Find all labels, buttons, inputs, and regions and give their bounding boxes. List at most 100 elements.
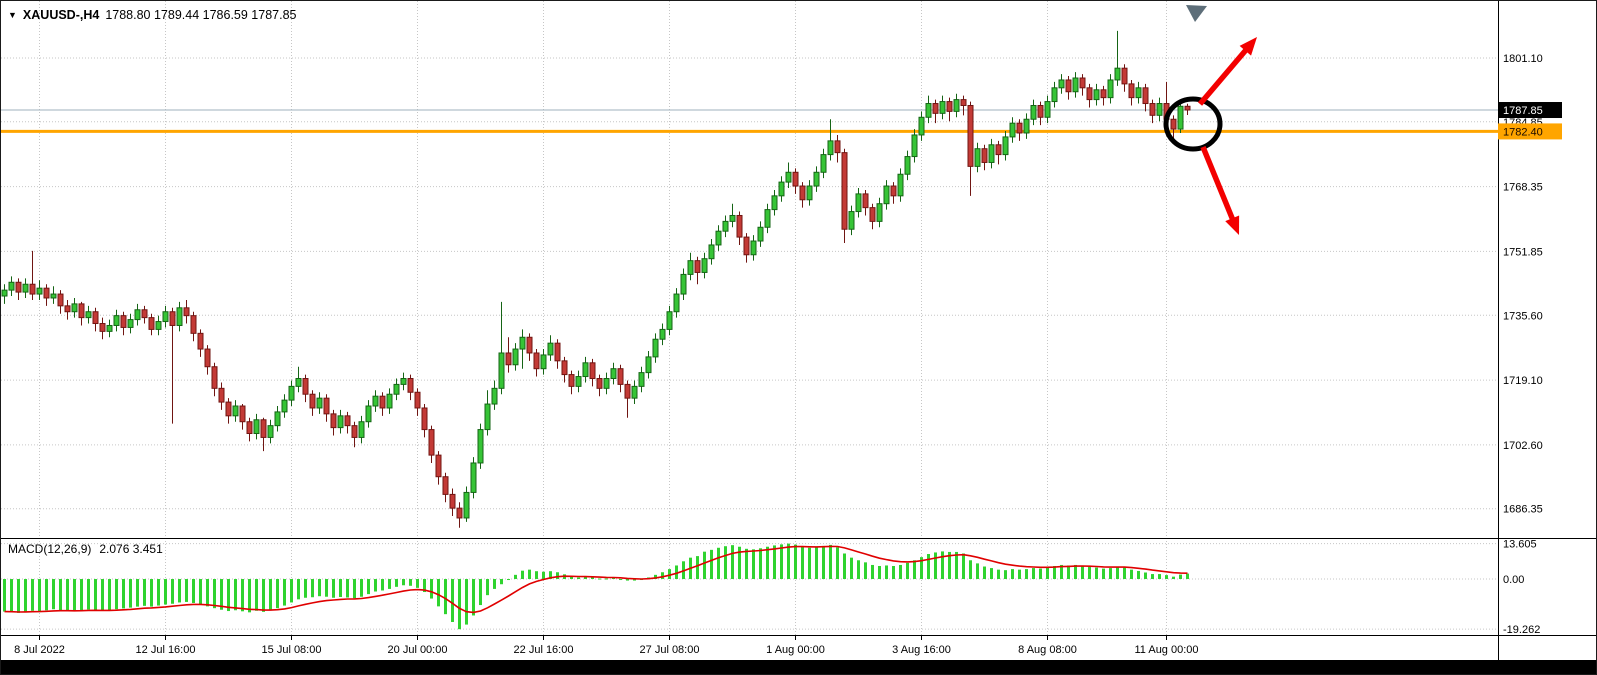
macd-histogram-bar bbox=[269, 579, 272, 611]
time-axis-label: 22 Jul 16:00 bbox=[514, 644, 574, 656]
macd-histogram-bar bbox=[479, 579, 482, 606]
candle-body bbox=[484, 403, 491, 431]
candle-body bbox=[659, 328, 666, 340]
candle-body bbox=[330, 413, 337, 429]
candle-body bbox=[925, 103, 932, 118]
macd-histogram-bar bbox=[766, 546, 769, 580]
candle-body bbox=[582, 362, 589, 378]
macd-histogram-bar bbox=[822, 545, 825, 580]
time-axis-label: 3 Aug 16:00 bbox=[892, 644, 951, 656]
macd-histogram-bar bbox=[906, 562, 909, 580]
candle-body bbox=[883, 185, 890, 205]
macd-histogram-bar bbox=[199, 579, 202, 605]
macd-histogram-bar bbox=[948, 551, 951, 580]
candle-body bbox=[71, 303, 78, 313]
macd-histogram-bar bbox=[150, 579, 153, 607]
candle-body bbox=[876, 203, 883, 222]
candle-body bbox=[120, 315, 127, 328]
circle-annotation[interactable] bbox=[1163, 96, 1223, 152]
level-price-badge-text: 1782.40 bbox=[1503, 126, 1543, 138]
macd-histogram-bar bbox=[801, 546, 804, 580]
arrow-down-annotation[interactable] bbox=[1200, 145, 1240, 235]
macd-histogram-bar bbox=[990, 568, 993, 580]
candle-body bbox=[428, 429, 435, 456]
candle-body bbox=[1002, 136, 1009, 156]
macd-histogram-bar bbox=[122, 579, 125, 609]
macd-histogram-bar bbox=[1081, 565, 1084, 580]
candle-body bbox=[1, 289, 8, 297]
candle-body bbox=[372, 395, 379, 407]
macd-histogram-bar bbox=[346, 579, 349, 598]
price-axis-label: 1686.35 bbox=[1503, 504, 1543, 516]
candle-body bbox=[932, 103, 939, 114]
candle-body bbox=[477, 429, 484, 464]
candle-body bbox=[442, 476, 449, 495]
macd-histogram-bar bbox=[416, 579, 419, 588]
macd-histogram-bar bbox=[1067, 565, 1070, 580]
candle-body bbox=[92, 311, 99, 325]
macd-histogram-bar bbox=[1046, 567, 1049, 580]
candle-body bbox=[253, 419, 260, 435]
macd-histogram-bar bbox=[437, 579, 440, 607]
price-axis-label: 1751.85 bbox=[1503, 246, 1543, 258]
macd-histogram-bar bbox=[213, 579, 216, 609]
candle-body bbox=[78, 303, 85, 319]
symbol-timeframe-label: XAUUSD-,H4 bbox=[22, 8, 100, 22]
symbol-dropdown-icon[interactable]: ▼ bbox=[8, 9, 17, 20]
macd-histogram-bar bbox=[815, 547, 818, 580]
candle-body bbox=[939, 101, 946, 114]
macd-histogram-bar bbox=[752, 549, 755, 580]
macd-histogram-bar bbox=[878, 565, 881, 580]
candle-body bbox=[841, 152, 848, 230]
candle-body bbox=[8, 281, 15, 291]
macd-histogram-bar bbox=[1116, 566, 1119, 580]
macd-histogram-bar bbox=[311, 579, 314, 598]
macd-histogram-bar bbox=[24, 579, 27, 612]
candle-body bbox=[785, 171, 792, 183]
macd-histogram-bar bbox=[1060, 564, 1063, 580]
candle-body bbox=[561, 360, 568, 376]
macd-histogram-bar bbox=[675, 565, 678, 580]
time-axis-label: 27 Jul 08:00 bbox=[640, 644, 700, 656]
macd-histogram-bar bbox=[962, 553, 965, 580]
macd-histogram-bar bbox=[171, 579, 174, 604]
candle-body bbox=[1058, 79, 1065, 89]
candle-body bbox=[365, 405, 372, 423]
macd-histogram-bar bbox=[1039, 568, 1042, 580]
macd-histogram-bar bbox=[850, 557, 853, 580]
macd-histogram-bar bbox=[227, 579, 230, 612]
arrow-up-annotation[interactable] bbox=[1197, 37, 1257, 106]
macd-histogram-bar bbox=[1004, 570, 1007, 580]
candle-body bbox=[337, 415, 344, 429]
macd-histogram-bar bbox=[290, 579, 293, 603]
macd-histogram-bar bbox=[374, 579, 377, 592]
candle-body bbox=[211, 366, 218, 389]
candle-body bbox=[1093, 89, 1100, 101]
candle-body bbox=[176, 307, 183, 326]
candle-body bbox=[603, 378, 610, 389]
macd-histogram-bar bbox=[31, 579, 34, 611]
candle-body bbox=[897, 173, 904, 197]
candle-body bbox=[806, 185, 813, 201]
price-axis-label: 1768.35 bbox=[1503, 182, 1543, 194]
candle-body bbox=[1016, 122, 1023, 134]
macd-histogram-bar bbox=[339, 579, 342, 597]
candle-body bbox=[729, 214, 736, 222]
candle-body bbox=[344, 415, 351, 427]
macd-histogram-bar bbox=[780, 544, 783, 580]
candle-body bbox=[435, 454, 442, 478]
macd-histogram-bar bbox=[507, 579, 510, 581]
candle-body bbox=[540, 354, 547, 370]
macd-histogram-bar bbox=[829, 544, 832, 580]
macd-histogram-bar bbox=[1011, 569, 1014, 580]
candle-body bbox=[568, 374, 575, 387]
macd-histogram-bar bbox=[108, 579, 111, 611]
gray-triangle-marker[interactable] bbox=[1186, 5, 1207, 22]
macd-histogram-bar bbox=[94, 579, 97, 611]
candle-body bbox=[666, 311, 673, 330]
macd-histogram-bar bbox=[136, 579, 139, 607]
macd-histogram-bar bbox=[444, 579, 447, 615]
candle-body bbox=[1128, 83, 1135, 99]
arrow-head bbox=[1239, 37, 1257, 56]
